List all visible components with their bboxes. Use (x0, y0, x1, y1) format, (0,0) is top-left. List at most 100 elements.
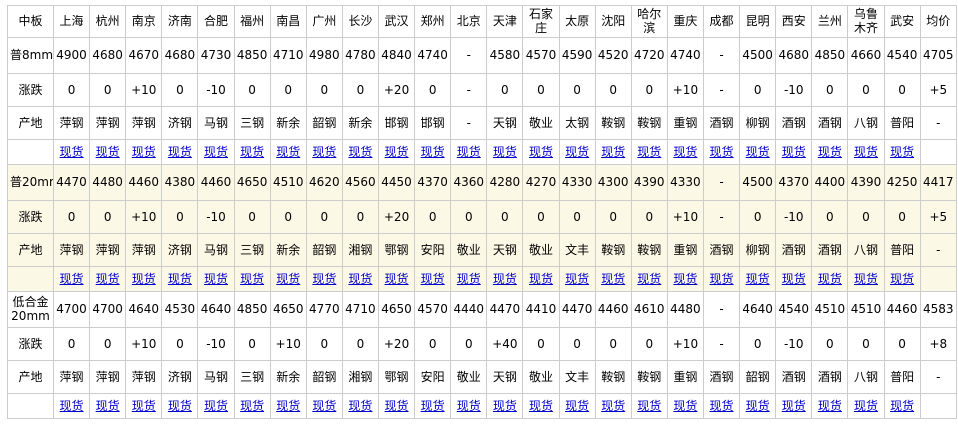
spot-link[interactable]: 现货 (59, 271, 84, 286)
spot-link[interactable]: 现货 (240, 144, 265, 159)
spot-link[interactable]: 现货 (528, 398, 553, 413)
change-cell: 0 (883, 199, 921, 234)
spot-link[interactable]: 现货 (131, 398, 156, 413)
spot-cell: 现货 (847, 265, 885, 292)
spot-link[interactable]: 现货 (781, 144, 806, 159)
spot-link[interactable]: 现货 (456, 271, 481, 286)
spot-link[interactable]: 现货 (348, 398, 373, 413)
price-cell: 4640 (197, 290, 235, 328)
spot-link[interactable]: 现货 (420, 271, 445, 286)
spot-link[interactable]: 现货 (167, 398, 192, 413)
spot-row-label-empty (7, 265, 54, 292)
spot-link[interactable]: 现货 (890, 398, 915, 413)
spot-link[interactable]: 现货 (528, 271, 553, 286)
price-cell: 4710 (269, 36, 307, 74)
spot-link[interactable]: 现货 (95, 271, 120, 286)
spot-link[interactable]: 现货 (276, 271, 301, 286)
spot-link[interactable]: 现货 (817, 271, 842, 286)
spot-link[interactable]: 现货 (637, 144, 662, 159)
spot-cell: 现货 (233, 265, 271, 292)
origin-cell: 鄂钢 (377, 232, 416, 267)
price-cell: 4530 (161, 290, 199, 328)
spot-link[interactable]: 现货 (203, 144, 228, 159)
spot-link[interactable]: 现货 (203, 271, 228, 286)
spot-link[interactable]: 现货 (745, 271, 770, 286)
spot-link[interactable]: 现货 (528, 144, 553, 159)
origin-cell: 八钢 (847, 359, 885, 394)
city-column-header: 北京 (450, 5, 488, 38)
spot-link[interactable]: 现货 (456, 398, 481, 413)
spot-link[interactable]: 现货 (312, 144, 337, 159)
spot-link[interactable]: 现货 (673, 398, 698, 413)
spot-link[interactable]: 现货 (781, 398, 806, 413)
change-cell: 0 (811, 326, 849, 361)
spot-link[interactable]: 现货 (817, 144, 842, 159)
spot-link[interactable]: 现货 (167, 271, 192, 286)
spot-link[interactable]: 现货 (59, 398, 84, 413)
spot-link[interactable]: 现货 (384, 144, 409, 159)
spot-cell: 现货 (775, 265, 813, 292)
origin-row: 产地 萍钢 萍钢 萍钢 济钢 马钢 三钢 新余 韶钢 新余 邯钢 邯钢 - 天钢 敬业 太钢 鞍钢 鞍钢 重钢 酒钢柳… (7, 105, 958, 140)
origin-cell: 三钢 (233, 105, 271, 140)
spot-link[interactable]: 现货 (745, 144, 770, 159)
spot-link[interactable]: 现货 (853, 271, 878, 286)
spot-link[interactable]: 现货 (709, 271, 734, 286)
spot-link[interactable]: 现货 (565, 144, 590, 159)
price-cell: 4270 (522, 163, 560, 201)
change-row-label: 涨跌 (7, 72, 54, 107)
spot-link[interactable]: 现货 (131, 271, 156, 286)
spot-link[interactable]: 现货 (420, 398, 445, 413)
spot-link[interactable]: 现货 (601, 398, 626, 413)
spot-link[interactable]: 现货 (492, 144, 517, 159)
spot-link[interactable]: 现货 (456, 144, 481, 159)
spot-link[interactable]: 现货 (348, 144, 373, 159)
spot-link[interactable]: 现货 (853, 144, 878, 159)
spot-link[interactable]: 现货 (673, 144, 698, 159)
header-row: 中板 上海 杭州 南京 济南 合肥 福州 南昌 广州 长沙 武汉 郑州 北京 天津 石家庄 太原 沈阳 哈尔滨 重庆… (7, 5, 958, 38)
spot-link[interactable]: 现货 (601, 144, 626, 159)
spot-link[interactable]: 现货 (384, 271, 409, 286)
table-body: 普8mm 4900 4680 4670 4680 4730 4850 4710 4980 4780… (7, 36, 958, 419)
spot-link[interactable]: 现货 (203, 398, 228, 413)
spot-link[interactable]: 现货 (384, 398, 409, 413)
spot-link[interactable]: 现货 (637, 271, 662, 286)
spot-link[interactable]: 现货 (312, 271, 337, 286)
spot-link[interactable]: 现货 (492, 271, 517, 286)
origin-cell: 济钢 (161, 105, 199, 140)
spot-link[interactable]: 现货 (492, 398, 517, 413)
spot-link[interactable]: 现货 (601, 271, 626, 286)
spot-link[interactable]: 现货 (240, 271, 265, 286)
spot-link[interactable]: 现货 (276, 398, 301, 413)
spot-link[interactable]: 现货 (637, 398, 662, 413)
change-cell: 0 (269, 72, 307, 107)
spot-link[interactable]: 现货 (312, 398, 337, 413)
spot-link[interactable]: 现货 (348, 271, 373, 286)
spot-link[interactable]: 现货 (709, 144, 734, 159)
spot-link[interactable]: 现货 (95, 144, 120, 159)
spot-link[interactable]: 现货 (709, 398, 734, 413)
city-column-header: 乌鲁木齐 (847, 5, 885, 38)
spot-link[interactable]: 现货 (420, 144, 445, 159)
city-column-header: 广州 (305, 5, 343, 38)
spot-link[interactable]: 现货 (167, 144, 192, 159)
spot-link[interactable]: 现货 (565, 398, 590, 413)
spot-link[interactable]: 现货 (276, 144, 301, 159)
spot-link[interactable]: 现货 (890, 144, 915, 159)
spot-link[interactable]: 现货 (565, 271, 590, 286)
spot-link[interactable]: 现货 (890, 271, 915, 286)
spot-link[interactable]: 现货 (781, 271, 806, 286)
spot-cell: 现货 (341, 138, 379, 165)
spot-link[interactable]: 现货 (59, 144, 84, 159)
spot-link[interactable]: 现货 (673, 271, 698, 286)
spot-link[interactable]: 现货 (240, 398, 265, 413)
spot-link[interactable]: 现货 (95, 398, 120, 413)
origin-row: 产地 萍钢 萍钢 萍钢 济钢 马钢 三钢 新余 韶钢 湘钢 鄂钢 安阳 敬业 天钢 敬业 文丰 鞍钢 鞍钢 重钢 酒钢… (7, 232, 958, 267)
price-cell: 4330 (666, 163, 704, 201)
origin-cell: 安阳 (414, 359, 452, 394)
spot-link[interactable]: 现货 (817, 398, 842, 413)
steel-price-page: 中板 上海 杭州 南京 济南 合肥 福州 南昌 广州 长沙 武汉 郑州 北京 天津 石家庄 太原 沈阳 哈尔滨 重庆… (0, 5, 958, 419)
spot-link[interactable]: 现货 (131, 144, 156, 159)
spot-link[interactable]: 现货 (853, 398, 878, 413)
change-cell: 0 (161, 326, 199, 361)
spot-link[interactable]: 现货 (745, 398, 770, 413)
